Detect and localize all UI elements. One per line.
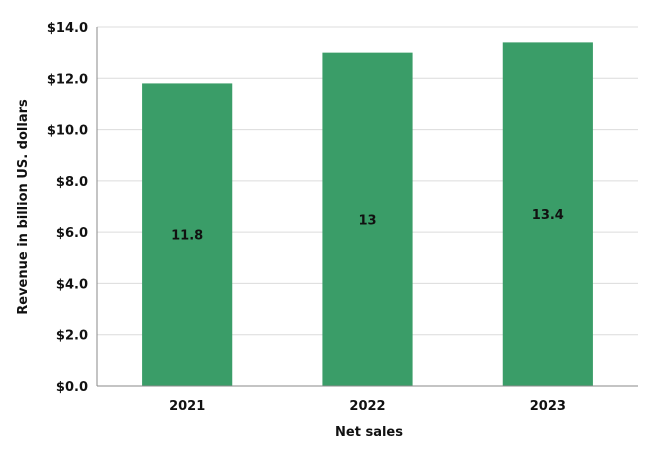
bar-2023 <box>502 42 593 387</box>
y-tick-label: $12.0 <box>47 72 88 87</box>
bar-2022 <box>322 52 413 387</box>
y-tick-label: $2.0 <box>56 329 88 344</box>
data-label-2021: 11.8 <box>171 229 203 244</box>
x-tick-label-2022: 2022 <box>349 399 385 414</box>
x-axis-title: Net sales <box>335 425 403 440</box>
axes <box>96 27 638 387</box>
y-axis-title: Revenue in billion US. dollars <box>16 99 31 315</box>
y-tick-labels: $0.0 $2.0 $4.0 $6.0 $8.0 $10.0 $12.0 $14.0 <box>47 21 88 395</box>
bar-2021 <box>142 83 233 387</box>
y-tick-label: $8.0 <box>56 175 88 190</box>
data-label-2022: 13 <box>358 213 376 228</box>
x-tick-labels: 2021 2022 2023 <box>169 399 566 414</box>
data-labels: 11.8 13 13.4 <box>171 208 564 244</box>
bars <box>142 42 593 387</box>
x-tick-label-2021: 2021 <box>169 399 205 414</box>
y-tick-label: $14.0 <box>47 21 88 36</box>
y-tick-label: $0.0 <box>56 380 88 395</box>
y-tick-label: $6.0 <box>56 226 88 241</box>
y-tick-label: $10.0 <box>47 124 88 139</box>
x-tick-label-2023: 2023 <box>530 399 566 414</box>
data-label-2023: 13.4 <box>532 208 564 223</box>
y-tick-label: $4.0 <box>56 277 88 292</box>
